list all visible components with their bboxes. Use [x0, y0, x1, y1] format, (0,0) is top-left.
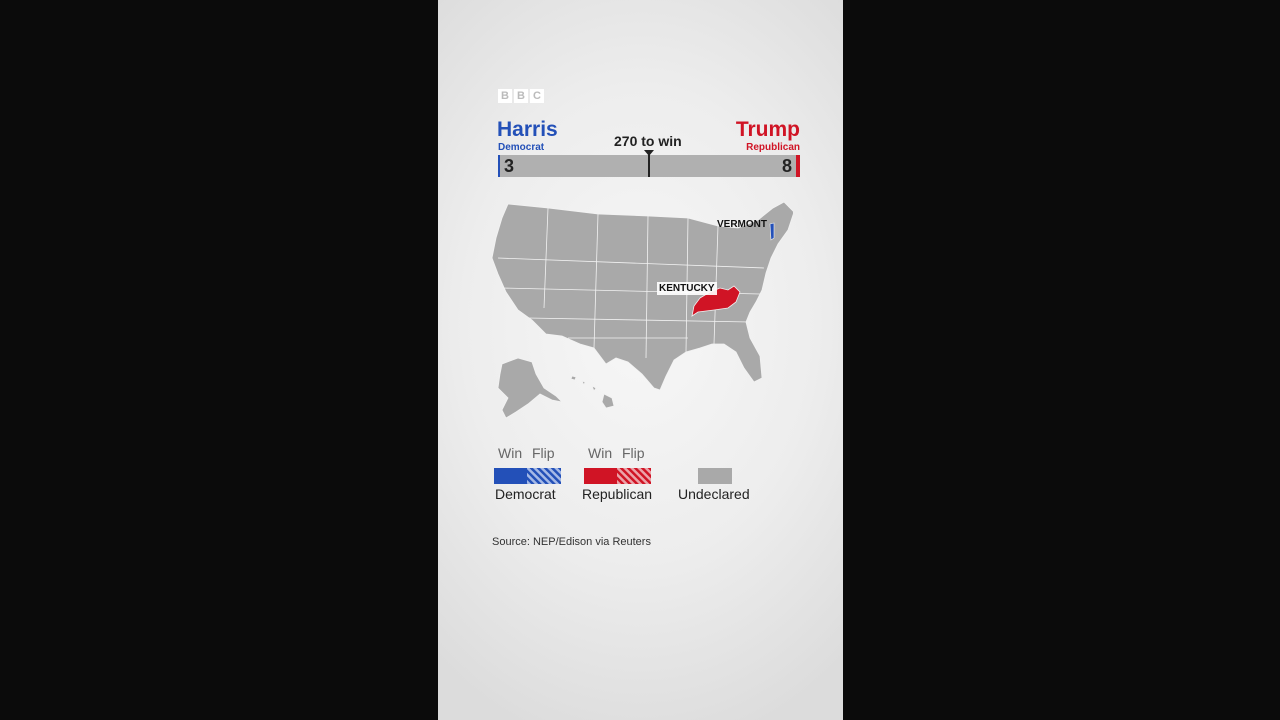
threshold-line	[648, 152, 650, 177]
legend-rep-win-label: Win	[588, 445, 613, 461]
democrat-party-label: Democrat	[498, 142, 545, 153]
republican-swatch	[584, 468, 651, 484]
threshold-marker-icon	[644, 150, 654, 156]
logo-letter: B	[498, 89, 512, 103]
kentucky-state-shape	[691, 285, 741, 317]
legend-republican-label: Republican	[582, 486, 653, 502]
legend-dem-win-label: Win	[498, 445, 523, 461]
state-borders	[497, 207, 765, 359]
bbc-logo: B B C	[498, 89, 544, 103]
democrat-fill	[498, 155, 500, 177]
source-note: Source: NEP/Edison via Reuters	[492, 536, 651, 548]
republican-candidate-name: Trump	[735, 118, 800, 141]
legend-undeclared-label: Undeclared	[678, 486, 750, 502]
republican-fill	[796, 155, 800, 177]
kentucky-label: KENTUCKY	[657, 282, 717, 295]
results-panel: B B C Harris Democrat Trump Republican 2…	[438, 0, 843, 720]
democrat-votes: 3	[504, 156, 515, 176]
republican-votes: 8	[781, 156, 792, 176]
vermont-label: VERMONT	[717, 219, 767, 230]
republican-party-label: Republican	[746, 142, 800, 153]
electoral-vote-bar: 3 8	[498, 150, 800, 177]
contiguous-us-shape	[491, 201, 793, 391]
us-map	[491, 201, 793, 419]
hawaii-shape	[570, 375, 615, 409]
undeclared-swatch	[698, 468, 732, 484]
democrat-candidate-name: Harris	[497, 118, 558, 141]
vermont-state-shape	[769, 222, 775, 241]
legend-democrat-label: Democrat	[495, 486, 556, 502]
legend-dem-flip-label: Flip	[532, 445, 555, 461]
alaska-shape	[497, 357, 564, 419]
logo-letter: B	[514, 89, 528, 103]
logo-letter: C	[530, 89, 544, 103]
democrat-swatch	[494, 468, 561, 484]
threshold-label: 270 to win	[614, 133, 682, 149]
legend-rep-flip-label: Flip	[622, 445, 645, 461]
